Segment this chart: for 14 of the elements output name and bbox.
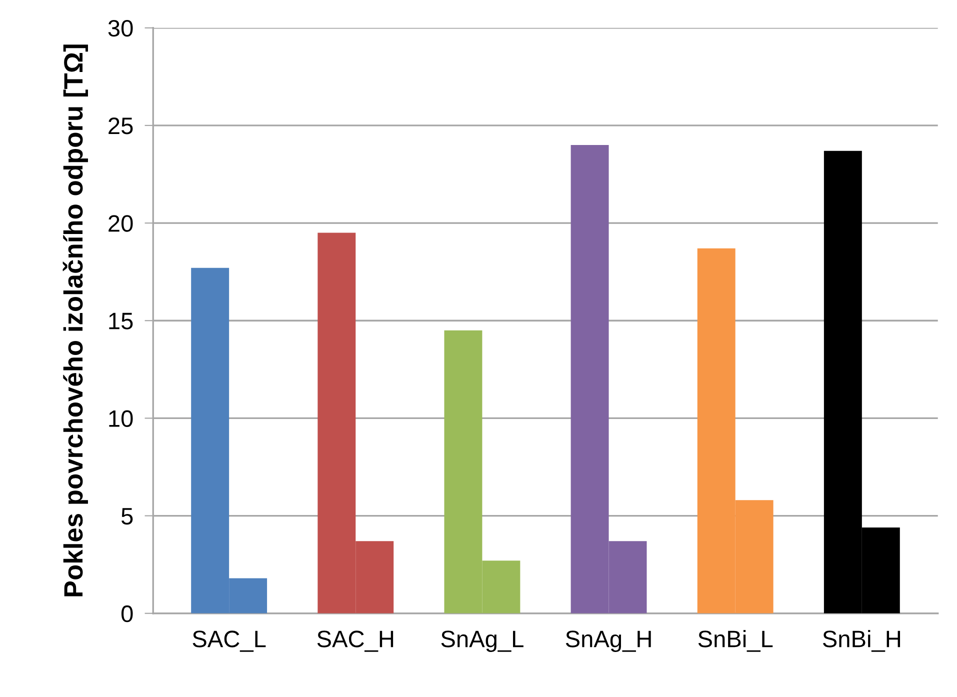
y-tick-label: 25 (108, 118, 133, 134)
x-tick-label: SAC_L (192, 630, 266, 652)
y-axis-title: Pokles povrchového izolačního odporu [TΩ] (62, 44, 88, 596)
x-tick-label: SAC_H (317, 630, 394, 652)
y-tick-label: 0 (121, 605, 133, 622)
x-tick-label: SnAg_H (566, 630, 651, 652)
y-tick-label: 20 (108, 215, 133, 232)
y-tick-label: 5 (121, 508, 133, 525)
y-tick-label: 15 (109, 312, 133, 330)
y-tick-label: 10 (109, 410, 133, 427)
y-tick-label: 30 (108, 20, 133, 37)
x-tick-label: SnBi_H (822, 630, 900, 652)
x-tick-label: SnBi_L (698, 630, 773, 652)
x-tick-label: SnAg_L (441, 630, 524, 652)
